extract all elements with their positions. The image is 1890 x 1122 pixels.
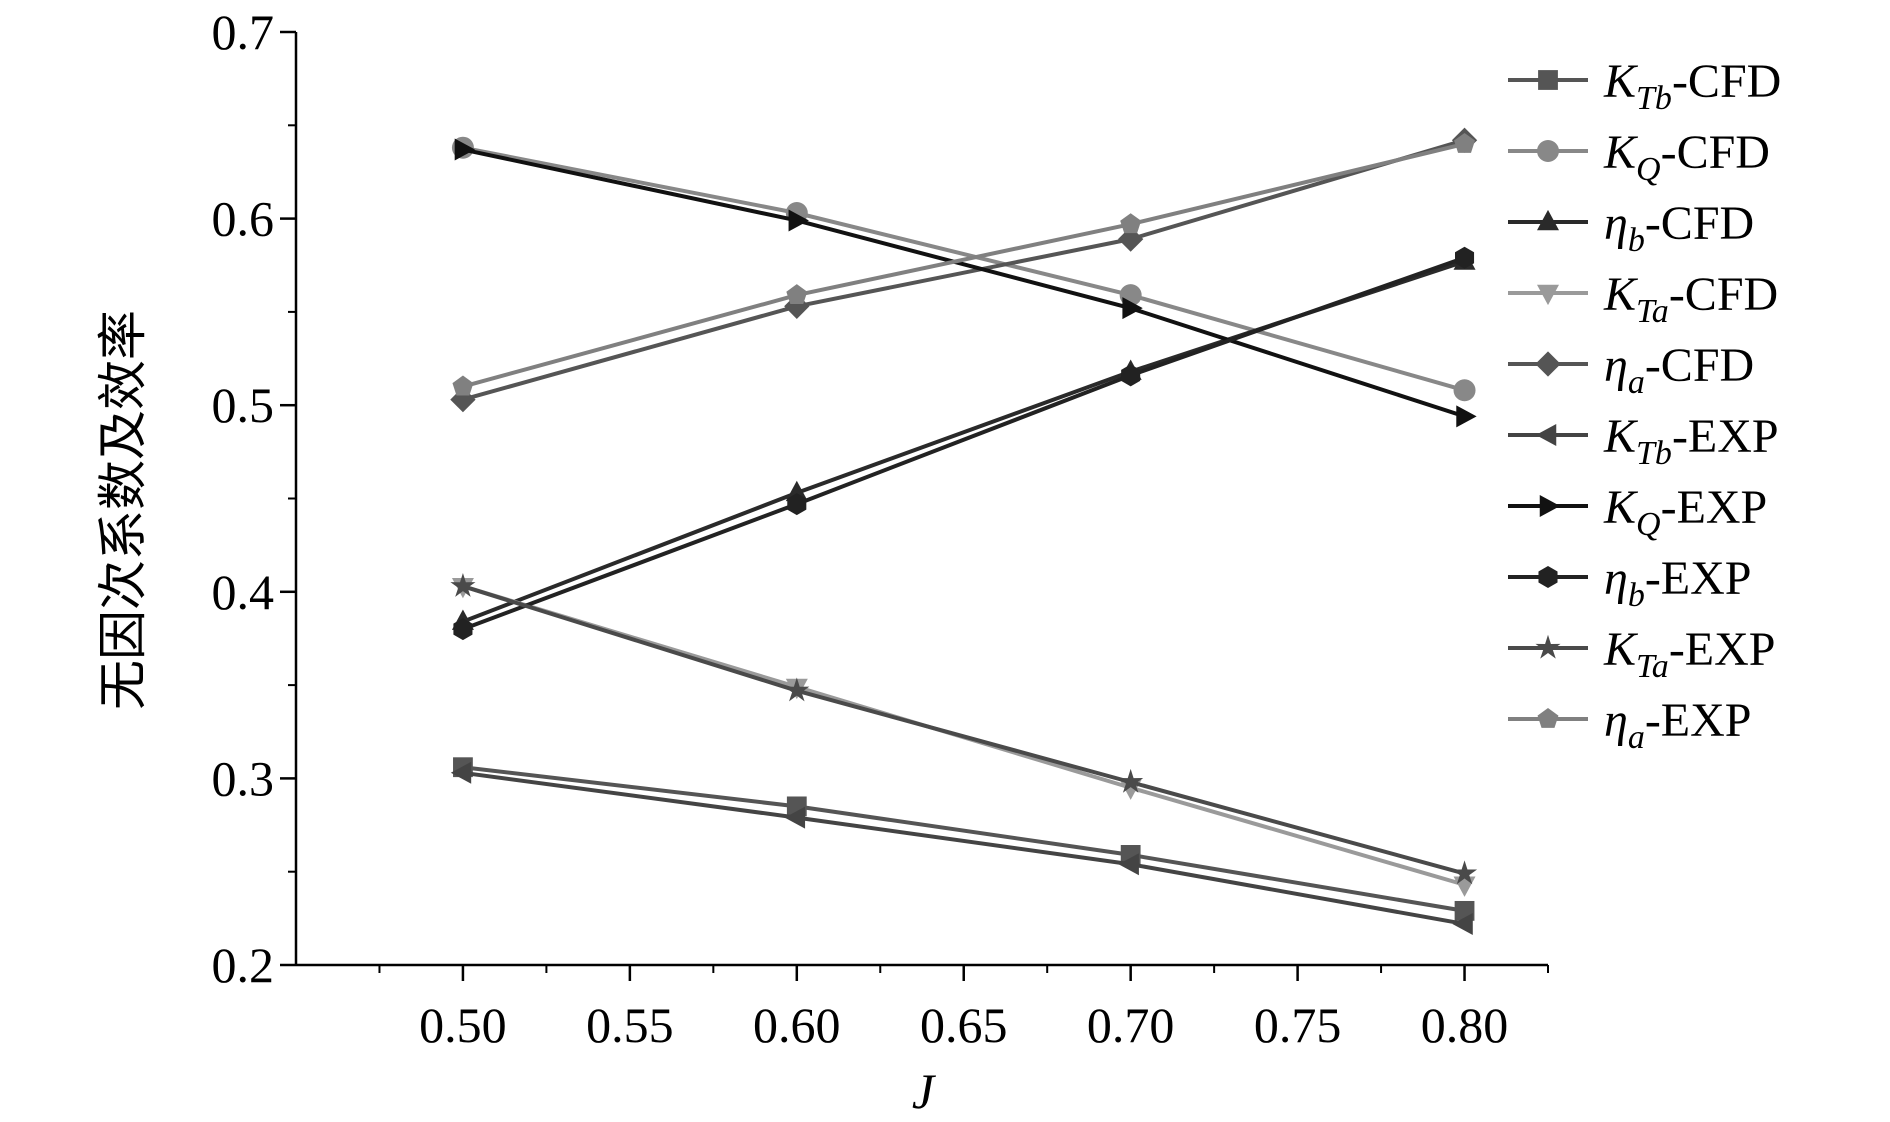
data-point — [785, 480, 808, 502]
y-tick-label: 0.2 — [212, 937, 275, 993]
data-point — [452, 375, 474, 396]
legend-item: KTa-EXP — [1508, 623, 1775, 685]
legend-marker — [1535, 424, 1557, 446]
legend-label: ηb-EXP — [1604, 552, 1751, 614]
data-point — [453, 618, 473, 641]
legend-marker — [1537, 284, 1559, 306]
legend-marker — [1535, 634, 1561, 659]
x-axis-title: J — [912, 1063, 937, 1119]
y-tick-label: 0.3 — [212, 750, 275, 806]
legend-item: KQ-EXP — [1508, 481, 1767, 543]
series-6 — [450, 761, 1473, 935]
legend-item: KTb-CFD — [1508, 55, 1781, 117]
legend-label: KQ-EXP — [1603, 481, 1767, 543]
data-point — [450, 761, 472, 784]
legend-marker — [1537, 209, 1559, 231]
x-tick-label: 0.55 — [586, 997, 674, 1053]
x-tick-label: 0.65 — [920, 997, 1008, 1053]
data-point — [1454, 132, 1475, 153]
data-point — [1118, 768, 1144, 793]
series-layer — [450, 127, 1478, 935]
x-tick-label: 0.50 — [419, 997, 507, 1053]
data-point — [454, 138, 476, 161]
legend-label: KTb-CFD — [1603, 55, 1781, 117]
legend-item: KTb-EXP — [1508, 410, 1779, 472]
series-line — [462, 770, 1465, 926]
data-point — [1452, 912, 1473, 935]
y-tick-label: 0.4 — [212, 564, 275, 620]
legend-marker — [1537, 708, 1559, 728]
legend-marker — [1538, 70, 1558, 90]
data-point — [1118, 226, 1144, 252]
legend-item: KTa-CFD — [1508, 268, 1778, 330]
x-tick-label: 0.70 — [1087, 997, 1175, 1053]
data-point — [1451, 860, 1478, 885]
legend-marker — [1538, 566, 1558, 588]
y-tick-label: 0.6 — [212, 191, 275, 247]
legend-label: ηb-CFD — [1604, 197, 1754, 259]
legend-item: ηb-CFD — [1508, 197, 1754, 259]
data-point — [1121, 364, 1141, 387]
data-point — [1455, 246, 1475, 269]
legend-item: KQ-CFD — [1508, 126, 1770, 188]
data-point — [784, 677, 810, 702]
data-point — [1120, 213, 1142, 234]
series-line — [462, 138, 1466, 402]
series-8 — [453, 246, 1475, 641]
axes: 0.2 0.3 0.4 0.5 0.6 0.7 0.50 0.55 0.60 0.65 0.70 0.… — [212, 4, 1549, 1053]
data-point — [784, 806, 806, 829]
series-line — [462, 142, 1466, 389]
series-7 — [454, 138, 1477, 428]
x-tick-label: 0.75 — [1254, 997, 1342, 1053]
data-point — [788, 209, 809, 232]
series-line — [462, 147, 1466, 419]
x-tick-label: 0.60 — [753, 997, 841, 1053]
series-line — [462, 765, 1465, 913]
legend-item: ηa-EXP — [1508, 694, 1751, 756]
series-9 — [450, 573, 1478, 885]
legend-label: ηa-CFD — [1604, 339, 1754, 401]
series-line — [462, 584, 1466, 876]
legend-item: ηb-EXP — [1508, 552, 1751, 614]
y-axis-title: 无因次系数及效率 — [94, 310, 152, 710]
y-tick-label: 0.7 — [212, 4, 275, 60]
legend-label: KTa-CFD — [1603, 268, 1778, 330]
data-point — [1453, 379, 1476, 402]
legend-marker — [1537, 140, 1559, 162]
data-point — [1122, 297, 1143, 320]
series-line — [462, 145, 1466, 393]
legend-marker — [1539, 495, 1561, 517]
data-point — [1453, 876, 1476, 897]
data-point — [787, 493, 807, 516]
legend-label: KTa-EXP — [1603, 623, 1775, 685]
data-point — [1456, 405, 1477, 428]
legend-label: KTb-EXP — [1603, 410, 1779, 472]
legend-label: ηa-EXP — [1604, 694, 1751, 756]
x-tick-label: 0.80 — [1421, 997, 1509, 1053]
legend-marker — [1535, 351, 1561, 377]
data-point — [786, 284, 808, 305]
data-point — [1118, 853, 1139, 876]
series-10 — [452, 132, 1475, 396]
legend-label: KQ-CFD — [1603, 126, 1770, 188]
legend-item: ηa-CFD — [1508, 339, 1754, 401]
y-tick-label: 0.5 — [212, 377, 275, 433]
series-line — [462, 255, 1466, 631]
data-point — [450, 573, 476, 597]
legend: KTb-CFD KQ-CFD ηb-CFD KTa-CFD ηa-CFD KTb-EXP K… — [1508, 55, 1781, 756]
